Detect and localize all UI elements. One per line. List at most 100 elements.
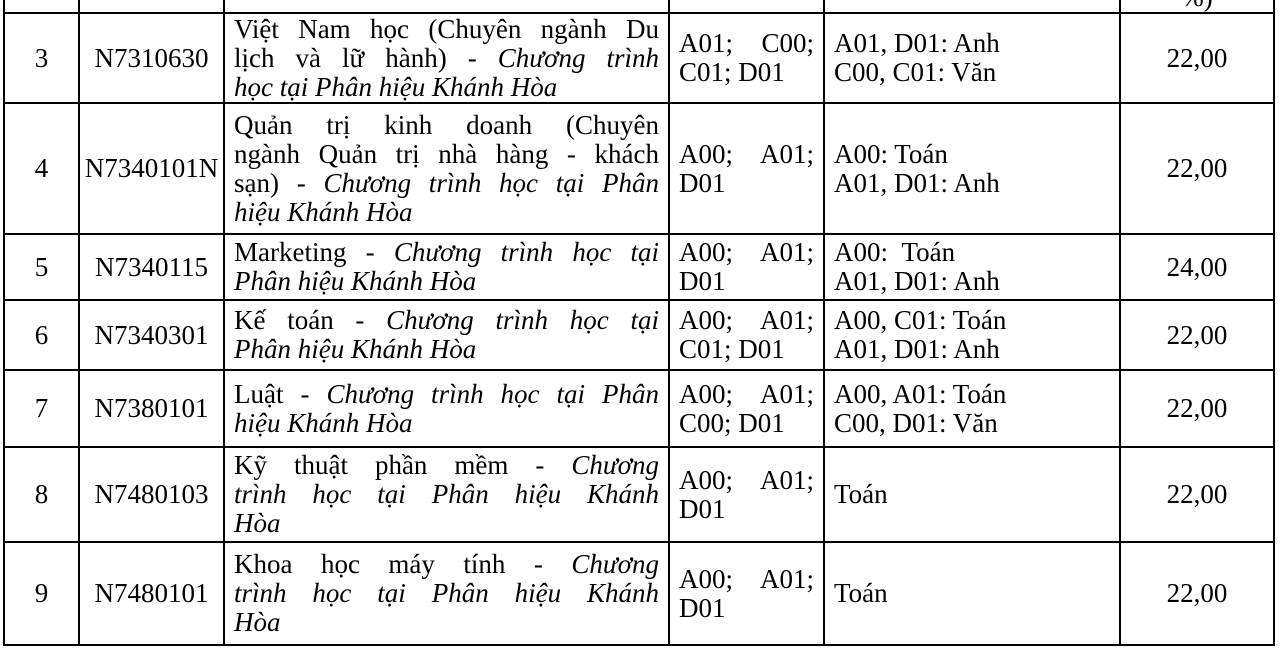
code-cell: N7310630 (78, 12, 225, 104)
combinations-cell: A00; A01; D01 (668, 541, 825, 646)
program-name-line: ngành Quản trị nhà hàng - khách (234, 138, 659, 169)
code-cell: N7380101 (78, 369, 225, 448)
program-name-text: ngành Quản trị nhà hàng - khách (234, 138, 659, 169)
stt-cell: 5 (3, 233, 80, 301)
program-name-cell: Marketing - Chương trình học tại Phân hiệ… (223, 233, 670, 301)
program-name-line: Quản trị kinh doanh (Chuyên (234, 109, 659, 140)
clipped-header-cell (668, 0, 825, 14)
clipped-header-cell (823, 0, 1121, 14)
program-name-line: học tại Phân hiệu Khánh Hòa (234, 71, 659, 102)
program-name-line: Marketing - Chương trình học tại (234, 238, 659, 267)
program-name-line: trình học tại Phân hiệu Khánh (234, 480, 659, 509)
combinations-cell: A00; A01; C01; D01 (668, 299, 825, 371)
program-note-italic: hiệu Khánh Hòa (234, 407, 413, 438)
stt-cell: 8 (3, 446, 80, 543)
program-name-line: Phân hiệu Khánh Hòa (234, 267, 659, 296)
combinations-cell: A00; A01; C00; D01 (668, 369, 825, 448)
program-name-text: Kế toán - (234, 305, 387, 335)
code-cell: N7340301 (78, 299, 225, 371)
stt-cell: 7 (3, 369, 80, 448)
stt-cell: 4 (3, 102, 80, 235)
table-row: 5 N7340115 Marketing - Chương trình học … (3, 233, 1275, 301)
program-name-text: Quản trị kinh doanh (Chuyên (234, 109, 659, 140)
main-subject-cell: A00: Toán A01, D01: Anh (823, 233, 1121, 301)
program-name-text: Kỹ thuật phần mềm - (234, 450, 572, 480)
program-note-italic: Hòa (234, 508, 281, 538)
program-name-line: Việt Nam học (Chuyên ngành Du (234, 15, 659, 44)
clipped-header-row: %) (3, 0, 1275, 14)
program-name-line: Phân hiệu Khánh Hòa (234, 335, 659, 364)
program-name-line: Khoa học máy tính - Chương (234, 550, 659, 579)
program-note-italic: hiệu Khánh Hòa (234, 196, 413, 227)
program-name-line: Hòa (234, 509, 659, 538)
program-name-cell: Quản trị kinh doanh (Chuyên ngành Quản tr… (223, 102, 670, 235)
program-name-text: lịch và lữ hành) - (234, 42, 498, 73)
admission-scores-table: %) 3 N7310630 Việt Nam học (Chuyên ngành… (3, 0, 1275, 646)
main-subject-cell: Toán (823, 541, 1121, 646)
code-cell: N7340115 (78, 233, 225, 301)
program-name-cell: Kỹ thuật phần mềm - Chương trình học tại … (223, 446, 670, 543)
main-subject-cell: A00, C01: Toán A01, D01: Anh (823, 299, 1121, 371)
table-row: 8 N7480103 Kỹ thuật phần mềm - Chương trì… (3, 446, 1275, 543)
score-cell: 22,00 (1119, 541, 1275, 646)
program-name-text: Việt Nam học (Chuyên ngành Du (234, 13, 659, 44)
table-row: 7 N7380101 Luật - Chương trình học tại P… (3, 369, 1275, 448)
stt-cell: 6 (3, 299, 80, 371)
program-name-cell: Kế toán - Chương trình học tại Phân hiệu … (223, 299, 670, 371)
program-name-cell: Khoa học máy tính - Chương trình học tại … (223, 541, 670, 646)
program-name-cell: Luật - Chương trình học tại Phân hiệu Khá… (223, 369, 670, 448)
stt-cell: 9 (3, 541, 80, 646)
combinations-cell: A00; A01; D01 (668, 446, 825, 543)
score-cell: 22,00 (1119, 299, 1275, 371)
clipped-header-cell (3, 0, 80, 14)
score-cell: 24,00 (1119, 233, 1275, 301)
combinations-cell: A00; A01; D01 (668, 233, 825, 301)
stt-cell: 3 (3, 12, 80, 104)
clipped-header-cell (223, 0, 670, 14)
score-cell: 22,00 (1119, 12, 1275, 104)
score-cell: 22,00 (1119, 446, 1275, 543)
table-row: 6 N7340301 Kế toán - Chương trình học tạ… (3, 299, 1275, 371)
main-subject-cell: Toán (823, 446, 1121, 543)
program-name-line: Kỹ thuật phần mềm - Chương (234, 451, 659, 480)
table-row: 9 N7480101 Khoa học máy tính - Chương trì… (3, 541, 1275, 646)
program-name-text: Khoa học máy tính - (234, 549, 572, 579)
program-note-italic: Chương (571, 450, 659, 480)
program-note-italic: Chương trình học tại Phân (323, 167, 659, 198)
score-cell: 22,00 (1119, 369, 1275, 448)
program-name-line: Kế toán - Chương trình học tại (234, 306, 659, 335)
program-note-italic: Chương trình (497, 42, 659, 73)
program-name-line: hiệu Khánh Hòa (234, 407, 659, 438)
table-row: 4 N7340101N Quản trị kinh doanh (Chuyên n… (3, 102, 1275, 235)
program-note-italic: Hòa (234, 607, 281, 637)
combinations-cell: A00; A01; D01 (668, 102, 825, 235)
program-name-cell: Việt Nam học (Chuyên ngành Du lịch và lữ … (223, 12, 670, 104)
clipped-header-text: %) (1122, 0, 1272, 11)
table-row: 3 N7310630 Việt Nam học (Chuyên ngành Du… (3, 12, 1275, 104)
code-cell: N7340101N (78, 102, 225, 235)
program-note-italic: Chương (571, 549, 659, 579)
program-name-text: Luật - (234, 378, 327, 409)
clipped-header-cell: %) (1119, 0, 1275, 14)
clipped-header-cell (78, 0, 225, 14)
program-name-line: Luật - Chương trình học tại Phân (234, 378, 659, 409)
code-cell: N7480101 (78, 541, 225, 646)
program-name-line: lịch và lữ hành) - Chương trình (234, 42, 659, 73)
program-name-text: sạn) - (234, 167, 324, 198)
program-note-italic: học tại Phân hiệu Khánh Hòa (234, 71, 558, 102)
score-cell: 22,00 (1119, 102, 1275, 235)
program-name-line: sạn) - Chương trình học tại Phân (234, 167, 659, 198)
program-name-line: hiệu Khánh Hòa (234, 196, 659, 227)
main-subject-cell: A00, A01: Toán C00, D01: Văn (823, 369, 1121, 448)
program-name-text: Marketing - (234, 237, 394, 267)
main-subject-cell: A00: Toán A01, D01: Anh (823, 102, 1121, 235)
program-note-italic: Chương trình học tại (393, 237, 659, 267)
program-note-italic: Phân hiệu Khánh Hòa (234, 334, 477, 364)
code-cell: N7480103 (78, 446, 225, 543)
main-subject-cell: A01, D01: Anh C00, C01: Văn (823, 12, 1121, 104)
program-note-italic: Chương trình học tại Phân (326, 378, 659, 409)
program-note-italic: Phân hiệu Khánh Hòa (234, 266, 477, 296)
program-note-italic: trình học tại Phân hiệu Khánh (234, 479, 659, 509)
program-name-line: Hòa (234, 608, 659, 637)
program-note-italic: trình học tại Phân hiệu Khánh (234, 578, 659, 608)
